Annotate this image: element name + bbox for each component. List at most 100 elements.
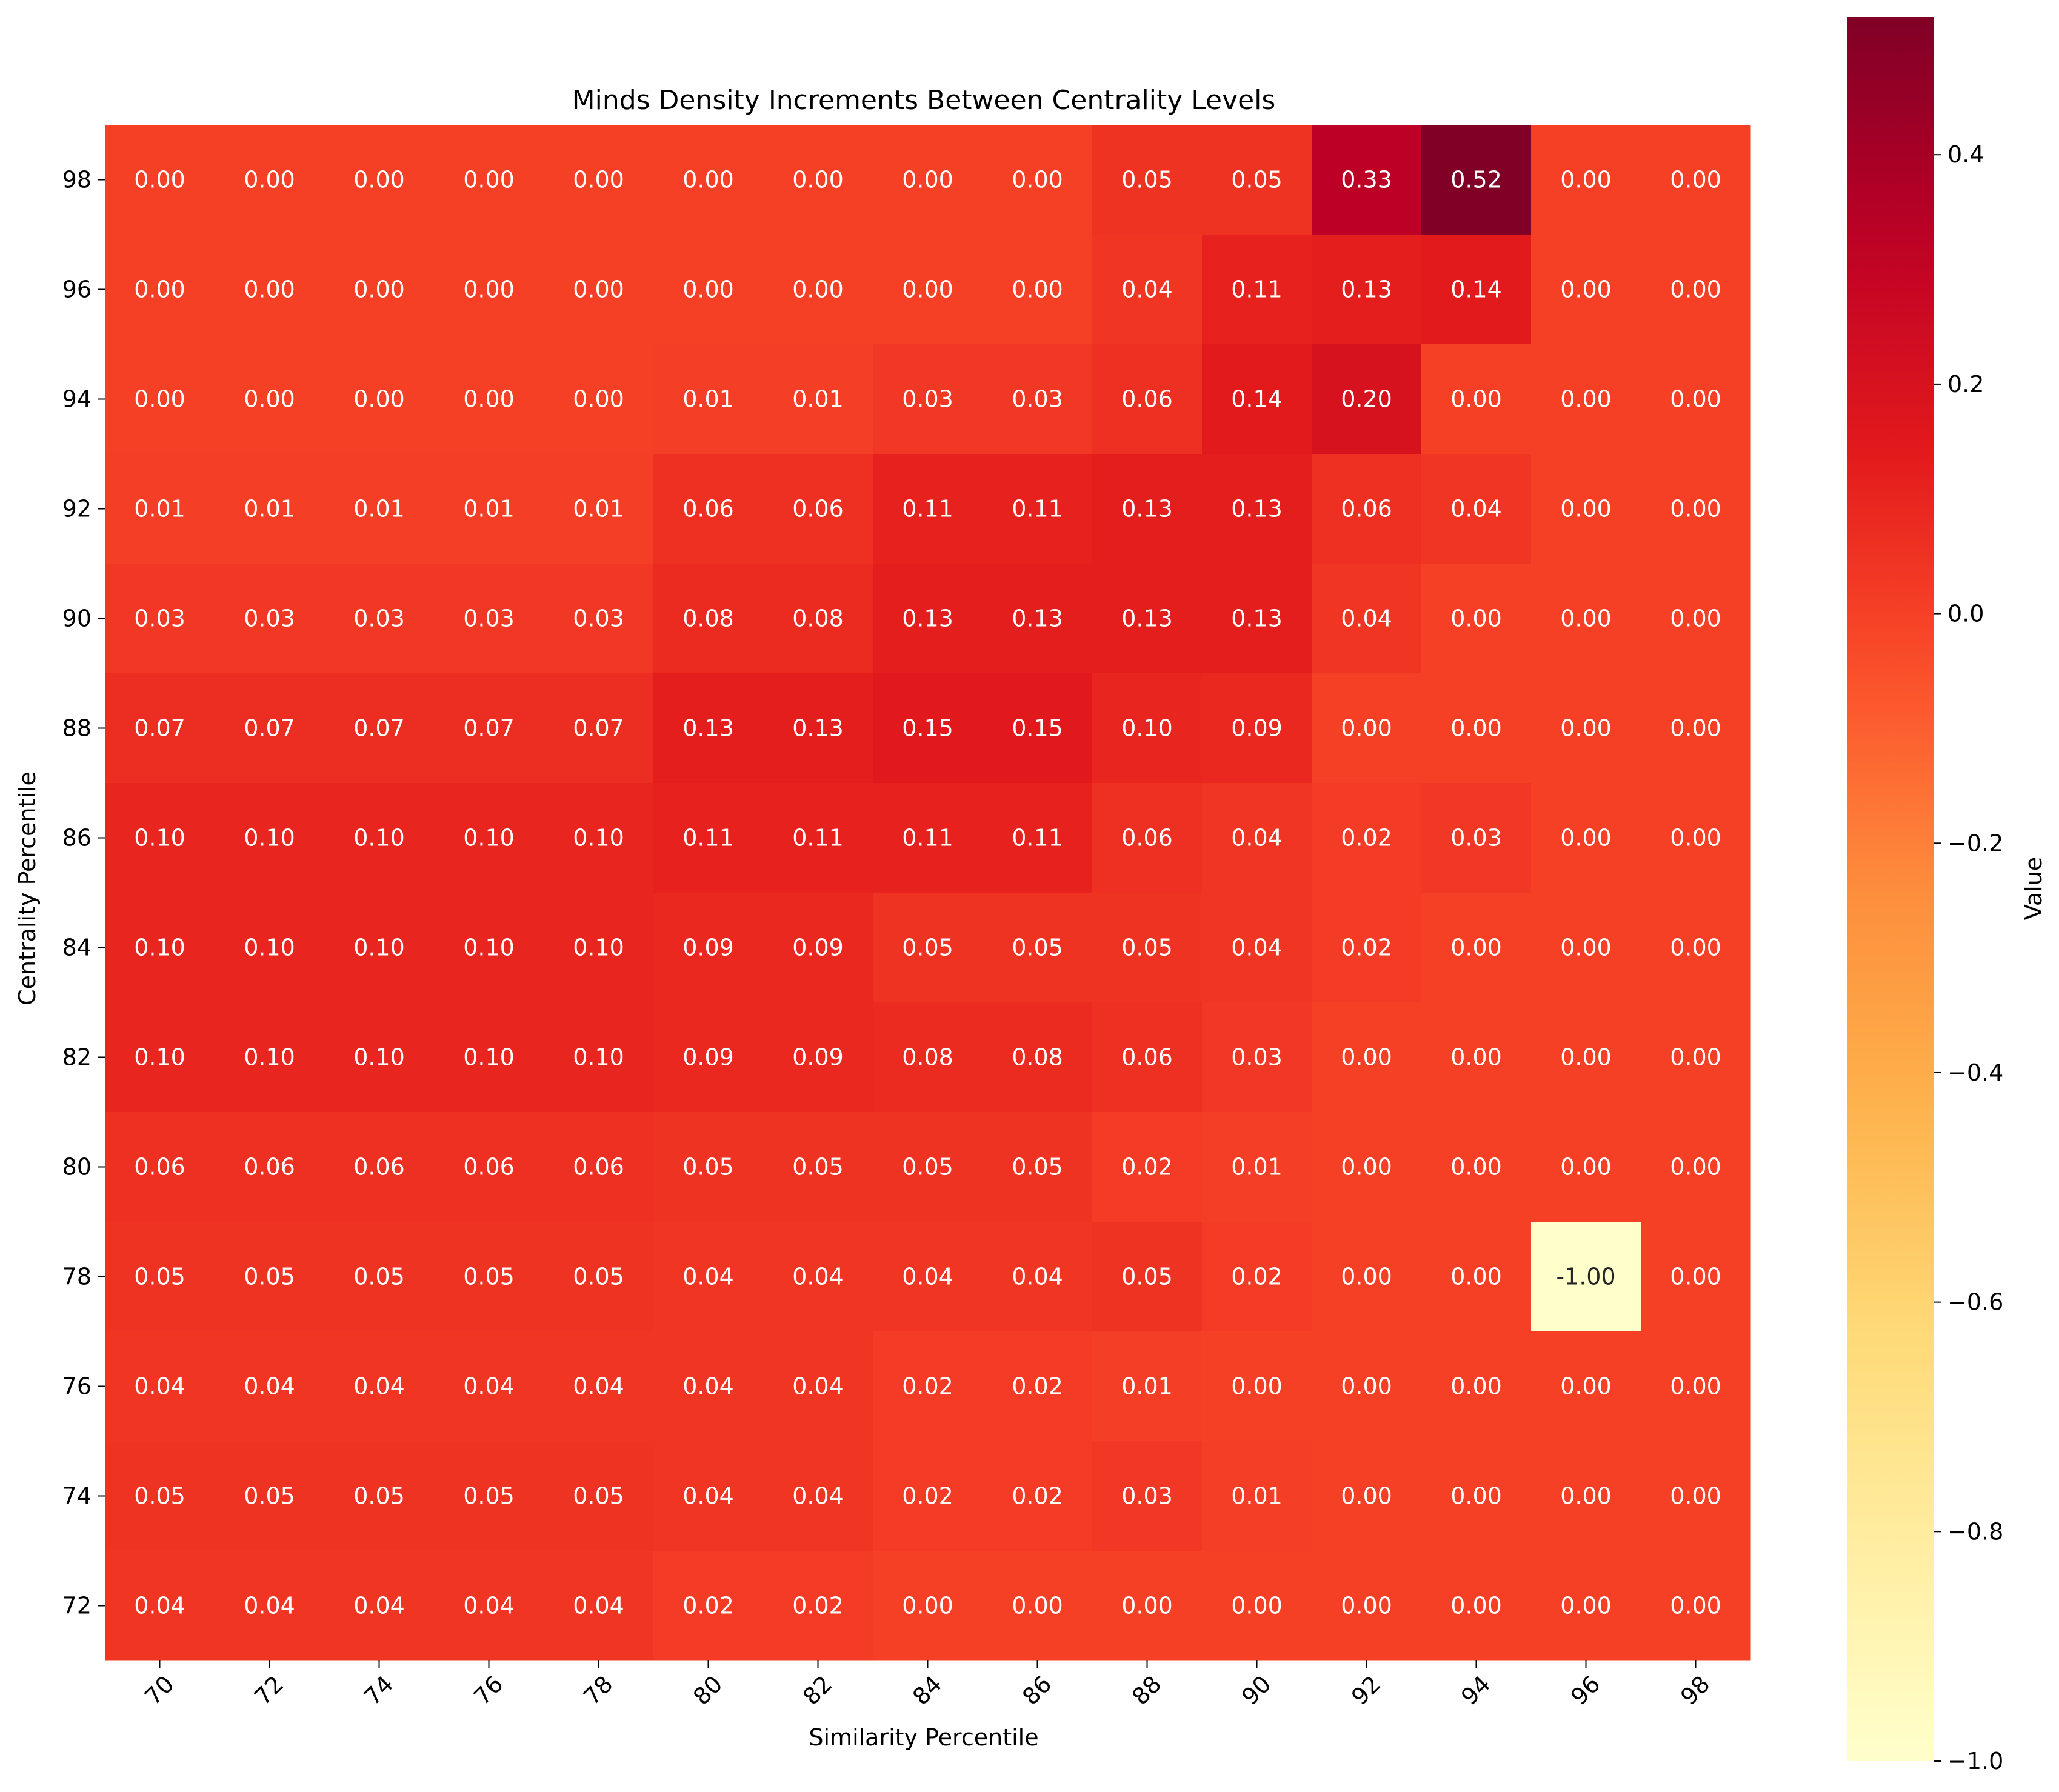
heatmap-cell	[983, 454, 1093, 564]
heatmap-cell	[873, 673, 983, 784]
x-tick-label: 98	[1675, 1671, 1715, 1710]
colorbar-label: Value	[2020, 857, 2047, 920]
y-tick-label: 74	[62, 1483, 92, 1510]
cell-value-label: 0.11	[902, 825, 953, 851]
cell-value-label: 0.00	[134, 167, 185, 193]
cell-value-label: 0.00	[902, 167, 953, 193]
cell-value-label: 0.04	[1231, 825, 1283, 851]
heatmap-cell	[1092, 235, 1203, 345]
heatmap-cell	[324, 454, 435, 564]
cell-value-label: 0.09	[682, 934, 734, 961]
cell-value-label: 0.06	[792, 496, 844, 522]
heatmap-cell	[1092, 1551, 1203, 1661]
cell-value-label: 0.04	[792, 1483, 844, 1510]
cell-value-label: 0.03	[463, 605, 515, 632]
cell-value-label: 0.04	[1231, 934, 1283, 961]
heatmap-cell	[1092, 1112, 1203, 1222]
cell-value-label: 0.05	[573, 1483, 624, 1510]
cell-value-label: 0.10	[134, 1044, 185, 1071]
cell-value-label: 0.00	[134, 386, 185, 413]
heatmap-cell	[983, 1551, 1093, 1661]
cell-value-label: 0.05	[463, 1264, 515, 1290]
y-tick-label: 90	[62, 605, 92, 632]
cell-value-label: 0.04	[134, 1373, 185, 1400]
cell-value-label: 0.02	[1012, 1373, 1063, 1400]
cell-value-label: 0.03	[134, 605, 185, 632]
cell-value-label: 0.03	[1012, 386, 1063, 413]
x-tick-label: 70	[139, 1671, 179, 1710]
cell-value-label: -1.00	[1556, 1264, 1615, 1290]
heatmap-cell	[653, 125, 764, 235]
heatmap-cell	[544, 1002, 654, 1113]
colorbar-ticks: 0.4 0.2 0.0 −0.2 −0.4 −0.6 −0.8 −1.0	[1934, 141, 2003, 1774]
cell-value-label: 0.00	[1670, 386, 1721, 413]
heatmap-cell	[324, 1222, 435, 1332]
heatmap-cell	[1312, 783, 1422, 893]
cell-value-label: 0.09	[792, 934, 844, 961]
heatmap-cell	[983, 783, 1093, 893]
colorbar-tick-label: 0.0	[1947, 601, 1984, 627]
cell-value-label: 0.10	[573, 934, 624, 961]
heatmap-cell	[873, 893, 983, 1003]
heatmap-cell	[763, 125, 873, 235]
heatmap-cell	[1421, 1112, 1532, 1222]
cell-value-label: 0.00	[244, 167, 295, 193]
cell-value-label: 0.00	[1670, 1154, 1721, 1181]
heatmap-cell	[1641, 235, 1751, 345]
cell-value-label: 0.01	[792, 386, 844, 413]
cell-value-label: 0.00	[1560, 1593, 1612, 1619]
cell-value-label: 0.00	[902, 276, 953, 303]
cell-value-label: 0.00	[682, 167, 734, 193]
cell-value-label: 0.00	[1231, 1373, 1283, 1400]
heatmap-cell	[434, 1222, 544, 1332]
cell-value-label: 0.05	[682, 1154, 734, 1181]
cell-value-label: 0.11	[792, 825, 844, 851]
heatmap-cell	[1531, 783, 1641, 893]
cell-value-label: 0.06	[573, 1154, 624, 1181]
heatmap-cell	[215, 235, 325, 345]
cell-value-label: 0.05	[353, 1483, 405, 1510]
cell-value-label: 0.13	[792, 715, 844, 742]
cell-value-label: 0.00	[463, 276, 515, 303]
heatmap-cell	[1421, 125, 1532, 235]
heatmap-cell	[105, 893, 215, 1003]
heatmap-cell	[983, 564, 1093, 674]
cell-value-label: 0.00	[1341, 1154, 1392, 1181]
heatmap-cell	[215, 1551, 325, 1661]
cell-value-label: 0.33	[1341, 167, 1392, 193]
cell-value-label: 0.05	[244, 1264, 295, 1290]
heatmap-cell	[324, 783, 435, 893]
heatmap-cell	[544, 1331, 654, 1442]
x-tick-label: 94	[1456, 1671, 1495, 1710]
heatmap-cell	[763, 235, 873, 345]
cell-value-label: 0.00	[1341, 1044, 1392, 1071]
heatmap-cell	[105, 673, 215, 784]
cell-value-label: 0.05	[134, 1483, 185, 1510]
heatmap-cell	[544, 1222, 654, 1332]
cell-value-label: 0.10	[244, 1044, 295, 1071]
heatmap-cell	[544, 1551, 654, 1661]
heatmap-cell	[1202, 1222, 1312, 1332]
heatmap-cell	[1641, 1222, 1751, 1332]
cell-value-label: 0.05	[134, 1264, 185, 1290]
y-tick-label: 96	[62, 276, 92, 303]
cell-value-label: 0.00	[1560, 1483, 1612, 1510]
cell-value-label: 0.00	[1670, 496, 1721, 522]
heatmap-cell	[324, 1331, 435, 1442]
cell-value-label: 0.05	[1012, 1154, 1063, 1181]
cell-value-label: 0.00	[1560, 1373, 1612, 1400]
cell-value-label: 0.00	[1670, 1593, 1721, 1619]
heatmap-cell	[983, 344, 1093, 455]
heatmap-cell	[763, 1002, 873, 1113]
heatmap-cell	[215, 564, 325, 674]
cell-value-label: 0.04	[682, 1483, 734, 1510]
heatmap-cell	[1202, 344, 1312, 455]
cell-value-label: 0.00	[1670, 1264, 1721, 1290]
cell-value-label: 0.13	[1121, 496, 1173, 522]
heatmap-cell	[873, 1002, 983, 1113]
cell-value-label: 0.10	[573, 825, 624, 851]
heatmap-cell	[653, 893, 764, 1003]
chart-title: Minds Density Increments Between Central…	[572, 85, 1276, 116]
x-tick-label: 96	[1566, 1671, 1605, 1710]
